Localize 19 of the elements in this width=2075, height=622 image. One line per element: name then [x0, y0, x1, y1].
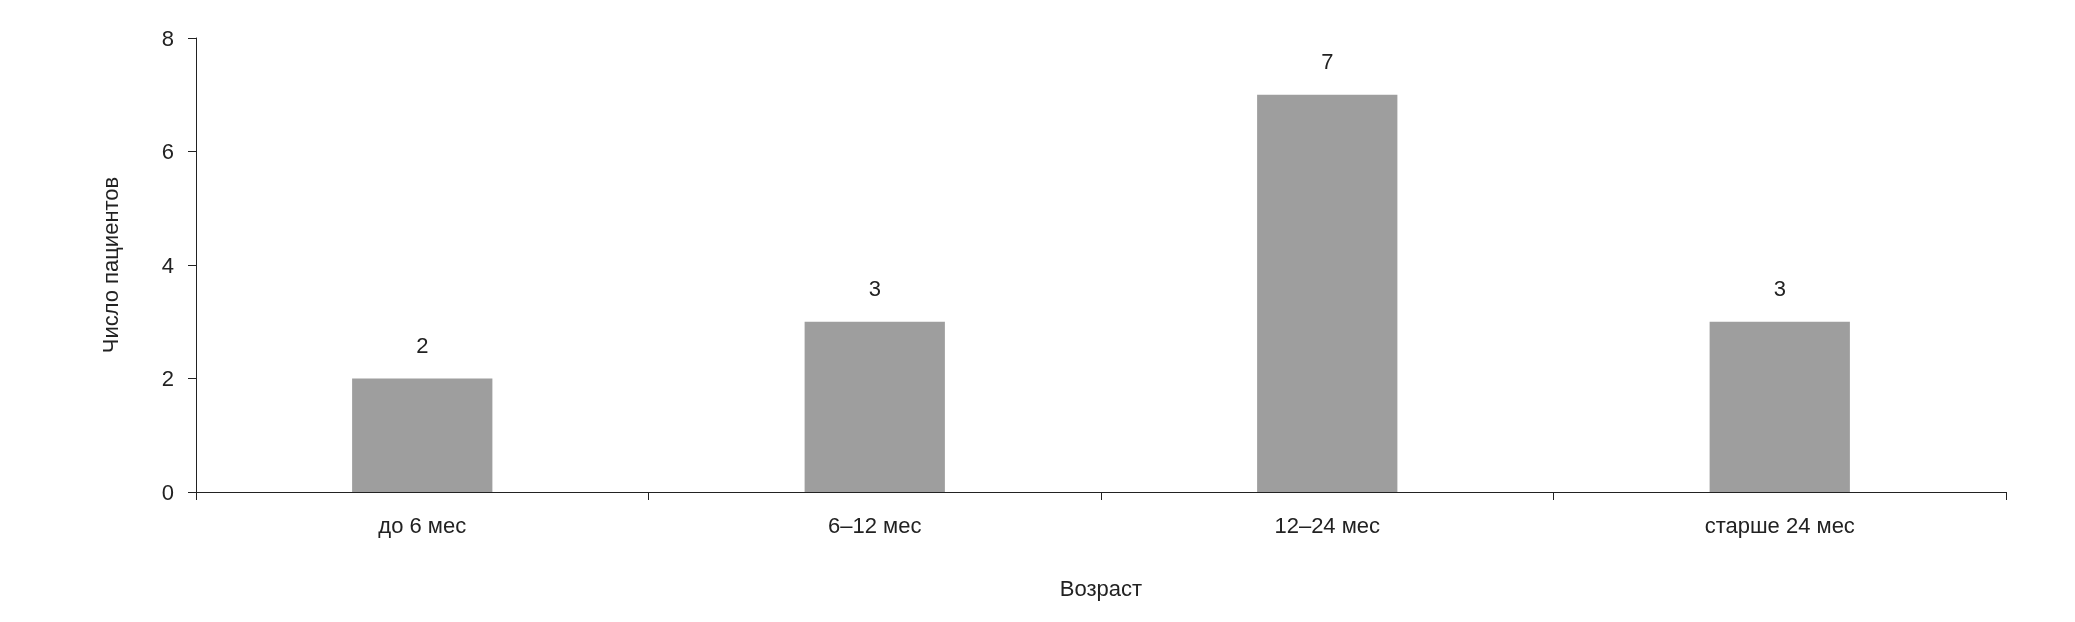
- y-tick-label: 2: [161, 366, 174, 391]
- data-label: 2: [416, 333, 429, 358]
- y-tick-label: 6: [161, 139, 174, 164]
- x-tick-label: 12–24 мес: [1274, 512, 1381, 538]
- x-tick-label: 6–12 мес: [828, 512, 922, 538]
- y-tick-label: 8: [161, 25, 174, 51]
- data-label: 7: [1321, 49, 1334, 75]
- data-label: 3: [1773, 276, 1786, 302]
- bar: [1709, 321, 1850, 492]
- y-axis-title: Число пациентов: [97, 176, 123, 354]
- x-axis-title: Возраст: [1059, 575, 1143, 601]
- bar: [1257, 94, 1398, 492]
- bar: [352, 378, 493, 492]
- y-tick-label: 0: [161, 479, 174, 505]
- x-tick-label: старше 24 мес: [1704, 512, 1855, 538]
- bar: [804, 321, 945, 492]
- y-tick-label: 4: [161, 252, 174, 278]
- x-tick-label: до 6 мес: [378, 512, 467, 538]
- data-label: 3: [868, 276, 881, 302]
